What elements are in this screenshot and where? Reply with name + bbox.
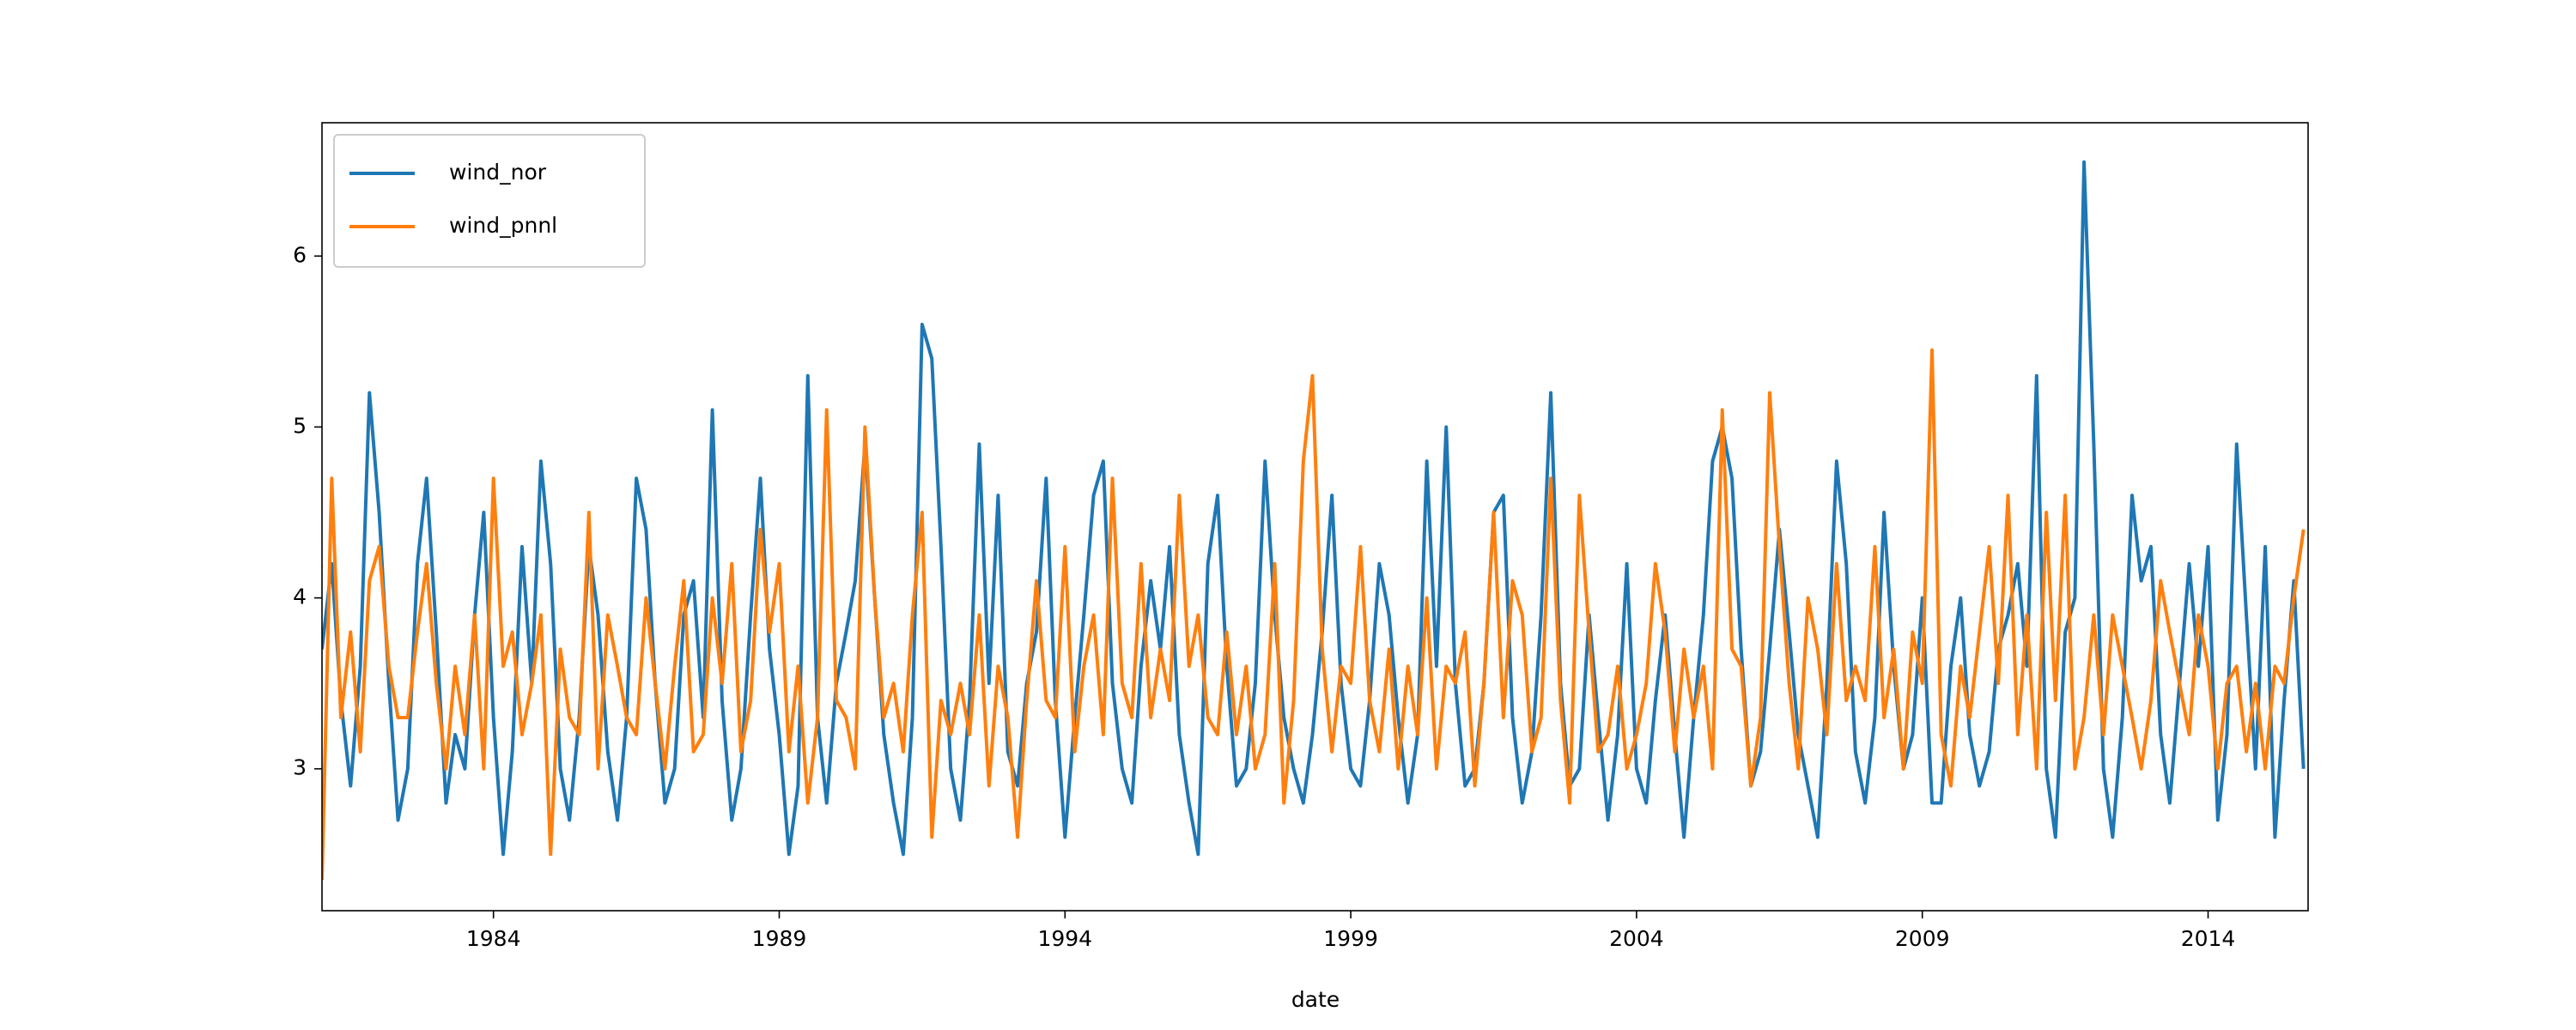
legend-label: wind_pnnl: [449, 213, 557, 238]
x-tick-label: 2014: [2181, 926, 2236, 951]
x-tick-label: 2009: [1895, 926, 1950, 951]
x-tick-label: 1984: [466, 926, 521, 951]
legend-label: wind_nor: [449, 160, 547, 185]
x-tick-label: 1999: [1323, 926, 1378, 951]
y-tick-label: 6: [293, 242, 307, 267]
x-tick-label: 1989: [752, 926, 807, 951]
x-tick-label: 2004: [1609, 926, 1664, 951]
y-tick-label: 4: [293, 585, 307, 609]
legend-box: [333, 134, 646, 268]
y-tick-label: 5: [293, 413, 307, 438]
y-tick-label: 3: [293, 755, 307, 780]
plot-frame: [321, 122, 2309, 912]
x-tick-label: 1994: [1037, 926, 1092, 951]
x-axis-label: date: [1291, 987, 1340, 1012]
series-line: [322, 348, 2306, 881]
series-line: [322, 160, 2306, 857]
